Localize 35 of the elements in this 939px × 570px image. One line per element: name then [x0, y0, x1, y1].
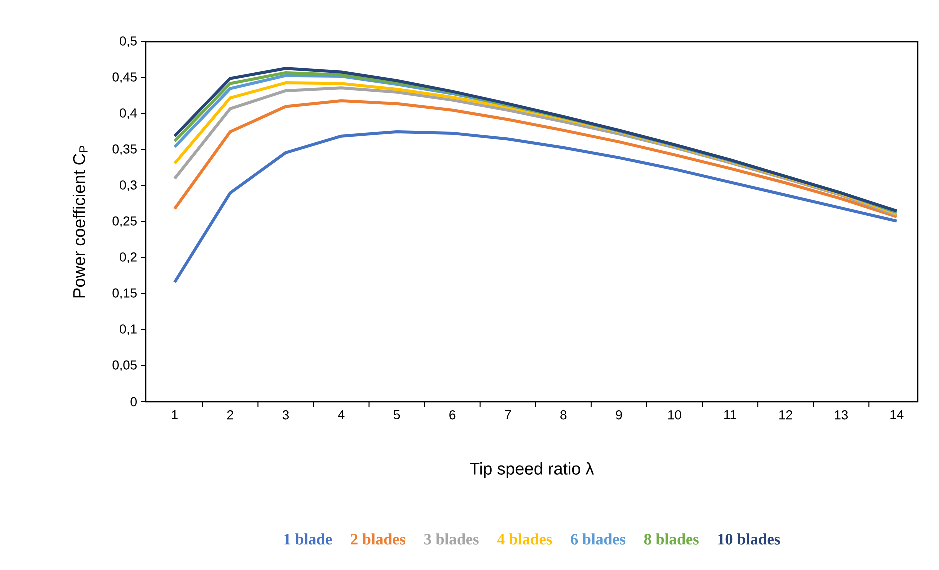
x-tick-label: 10	[668, 410, 682, 420]
y-tick-label: 0,1	[120, 324, 137, 336]
x-tick-label: 14	[890, 410, 904, 420]
x-tick-label: 13	[835, 410, 848, 420]
line-series	[173, 130, 898, 284]
x-tick-label: 9	[616, 410, 622, 420]
y-tick-label: 0,45	[112, 72, 137, 84]
x-tick-label: 11	[724, 410, 736, 420]
y-tick-label: 0,4	[120, 108, 138, 120]
y-tick-label: 0	[130, 397, 137, 407]
x-tick-label: 12	[780, 410, 792, 420]
y-tick-label: 0,3	[120, 180, 137, 192]
text: 10 blades	[718, 534, 780, 545]
y-tick-label: 0,35	[112, 144, 137, 156]
y-tick-label: 0,5	[120, 36, 137, 48]
x-tick-label: 2	[227, 410, 234, 420]
text: 3 blades	[424, 534, 479, 545]
x-tick-label: 4	[338, 410, 345, 420]
y-axis-title: Power coefficient C$_{P}$	[72, 146, 88, 298]
y-tick-label: 0,25	[112, 216, 137, 228]
x-tick-label: 1	[172, 410, 178, 420]
text: 1 blade	[284, 534, 332, 545]
x-tick-label: 7	[505, 410, 512, 420]
x-tick-label: 8	[560, 410, 567, 420]
y-tick-label: 0,2	[120, 252, 137, 264]
text: 4 blades	[497, 534, 552, 545]
x-tick-label: 6	[450, 410, 456, 420]
text: 2 blades	[351, 534, 406, 545]
x-tick-label: 5	[394, 410, 400, 420]
text: 8 blades	[644, 534, 699, 545]
y-tick-label: 0,05	[112, 360, 137, 372]
text: 6 blades	[571, 534, 626, 545]
x-tick-label: 3	[282, 410, 289, 420]
x-axis-title: Tip speed ratio λ	[470, 462, 594, 478]
y-tick-label: 0,15	[112, 288, 137, 300]
